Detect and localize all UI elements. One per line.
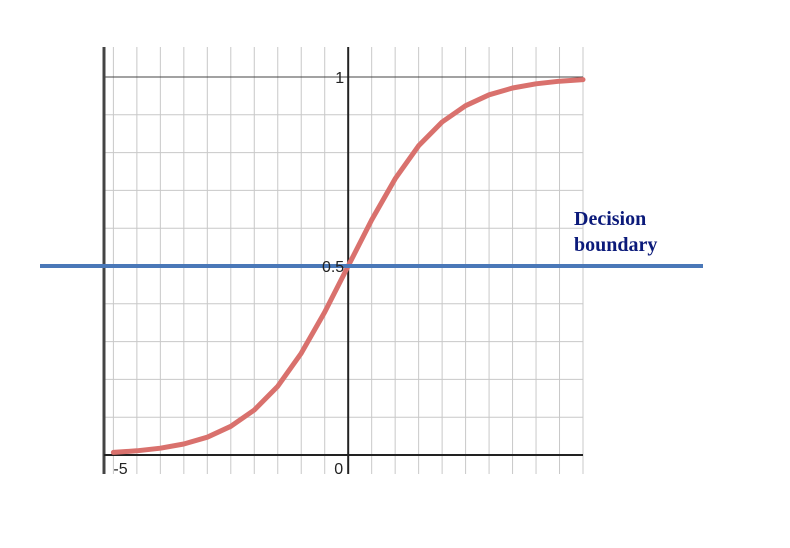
chart-grid (104, 47, 584, 474)
tick-labels: -5 0 0.5 1 (113, 70, 344, 478)
chart-axes (102, 47, 583, 474)
x-tick-label: 0 (334, 461, 343, 478)
annotation-line-2: boundary (574, 234, 658, 256)
decision-boundary-annotation: Decision boundary (574, 206, 714, 258)
y-tick-label: 1 (335, 70, 344, 87)
x-tick-label: -5 (113, 461, 127, 478)
annotation-line-1: Decision (574, 208, 647, 230)
y-tick-label: 0.5 (322, 259, 344, 276)
